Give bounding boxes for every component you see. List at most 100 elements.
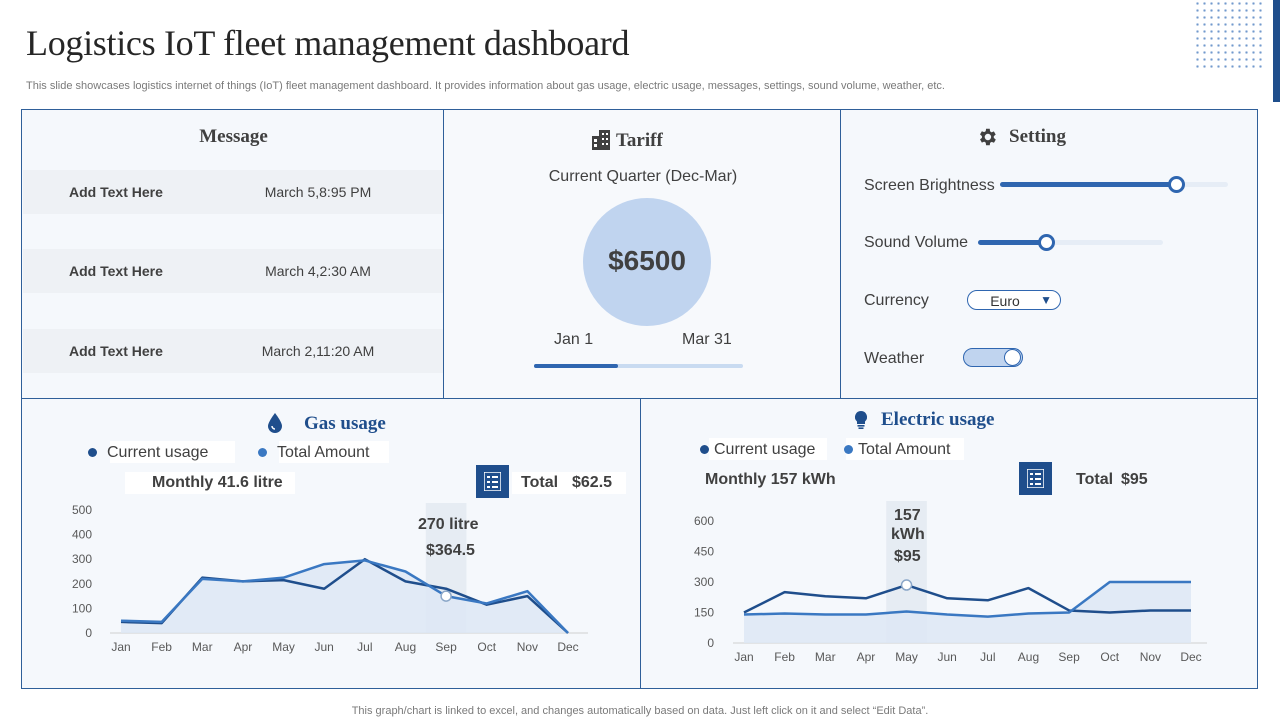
gas-usage-chart: 0 100 200 300 400 500 Jan Feb Mar Apr May Jun Jul Aug… — [72, 503, 588, 654]
brightness-slider-fill — [1000, 182, 1176, 187]
legend-label: Total Amount — [858, 441, 951, 458]
total-amount-line — [120, 559, 569, 634]
weather-toggle-knob — [1004, 349, 1021, 366]
tariff-panel: Tariff Current Quarter (Dec-Mar) $6500 J… — [443, 109, 841, 399]
footer-note: This graph/chart is linked to excel, and… — [351, 705, 929, 717]
x-tick-label: Feb — [151, 640, 172, 654]
electric-monthly: Monthly 157 kWh — [705, 471, 836, 488]
tariff-progress-fill — [534, 364, 618, 368]
legend-label: Total Amount — [277, 444, 370, 461]
electric-callout-amount: $95 — [894, 548, 921, 565]
x-tick-label: Oct — [477, 640, 496, 654]
x-tick-label: Sep — [1058, 650, 1080, 664]
electric-callout-unit: kWh — [891, 526, 925, 543]
message-time: March 2,11:20 AM — [261, 343, 375, 359]
x-tick-label: Mar — [815, 650, 836, 664]
gas-usage-title: Gas usage — [304, 413, 386, 434]
x-tick-label: Feb — [774, 650, 795, 664]
total-icon-box — [1019, 462, 1052, 495]
legend-dot-icon — [844, 445, 853, 455]
weather-label: Weather — [864, 350, 925, 367]
tariff-end-date: Mar 31 — [682, 331, 732, 348]
building-icon — [484, 472, 501, 491]
chevron-down-icon: ▼ — [1040, 293, 1052, 307]
page-subtitle: This slide showcases logistics internet … — [26, 80, 945, 92]
tariff-progress-bar — [534, 364, 743, 368]
tariff-title: Tariff — [616, 130, 663, 151]
y-tick-label: 300 — [72, 552, 92, 566]
y-tick-label: 400 — [72, 528, 92, 542]
x-tick-label: Aug — [1018, 650, 1039, 664]
x-tick-label: Jul — [980, 650, 995, 664]
drop-icon — [268, 413, 282, 433]
highlight-point — [900, 579, 913, 591]
message-panel: Message Add Text Here March 5,8:95 PM Ad… — [21, 109, 444, 399]
highlight-point — [440, 590, 452, 602]
gas-callout-volume: 270 litre — [418, 516, 479, 533]
legend-dot-icon — [258, 448, 267, 458]
page-title: Logistics IoT fleet management dashboard — [26, 23, 630, 63]
x-tick-label: Nov — [517, 640, 538, 654]
legend-current-usage: Current usage — [88, 444, 208, 462]
legend-chip — [709, 438, 827, 460]
legend-dot-icon — [88, 448, 97, 458]
message-title: Message — [199, 126, 268, 147]
tariff-icon — [592, 130, 610, 150]
x-tick-label: Jan — [734, 650, 753, 664]
volume-slider-handle[interactable] — [1038, 234, 1056, 251]
x-tick-label: Dec — [557, 640, 578, 654]
brightness-slider-handle[interactable] — [1167, 176, 1185, 193]
brightness-slider[interactable] — [1000, 176, 1228, 193]
legend-dot-icon — [700, 445, 709, 455]
x-tick-label: Oct — [1100, 650, 1119, 664]
x-tick-label: Jun — [938, 650, 957, 664]
x-tick-label: May — [895, 650, 918, 664]
currency-value: Euro — [990, 293, 1020, 309]
y-tick-label: 0 — [707, 636, 714, 650]
weather-toggle[interactable] — [963, 348, 1023, 367]
tariff-period: Current Quarter (Dec-Mar) — [548, 168, 738, 185]
building-icon — [1027, 469, 1044, 488]
currency-select[interactable]: Euro ▼ — [967, 290, 1061, 310]
x-tick-label: Apr — [857, 650, 876, 664]
message-time: March 4,2:30 AM — [265, 263, 371, 279]
electric-total-value: $95 — [1121, 471, 1148, 488]
electric-usage-chart: 0 150 300 450 600 Jan Feb Mar Apr May Jun Jul Aug Sep… — [694, 501, 1207, 664]
volume-slider-fill — [978, 240, 1047, 245]
message-text: Add Text Here — [69, 184, 163, 200]
stat-chip — [512, 472, 626, 494]
x-tick-label: Jan — [111, 640, 130, 654]
total-amount-area — [121, 560, 568, 633]
bulb-icon — [854, 410, 868, 429]
message-text: Add Text Here — [69, 343, 163, 359]
volume-label: Sound Volume — [864, 234, 969, 251]
message-row[interactable]: Add Text Here March 2,11:20 AM — [23, 329, 443, 373]
accent-bar — [1273, 0, 1280, 102]
setting-title: Setting — [1009, 126, 1066, 147]
x-tick-label: Nov — [1140, 650, 1161, 664]
legend-label: Current usage — [107, 444, 209, 461]
tariff-amount-circle: $6500 — [583, 198, 711, 326]
x-tick-label: Dec — [1180, 650, 1201, 664]
total-amount-area — [744, 582, 1191, 643]
message-text: Add Text Here — [69, 263, 163, 279]
message-row[interactable]: Add Text Here March 5,8:95 PM — [23, 170, 443, 214]
legend-chip — [279, 441, 389, 463]
current-usage-line — [743, 583, 1191, 614]
tariff-start-date: Jan 1 — [554, 331, 594, 348]
electric-total-label: Total — [1076, 471, 1114, 488]
gas-total-value: $62.5 — [572, 474, 613, 491]
y-tick-label: 500 — [72, 503, 92, 517]
message-row[interactable]: Add Text Here March 4,2:30 AM — [23, 249, 443, 293]
y-tick-label: 150 — [694, 606, 714, 620]
volume-slider[interactable] — [978, 234, 1163, 251]
x-tick-label: Sep — [435, 640, 457, 654]
y-tick-label: 0 — [85, 626, 92, 640]
x-tick-label: Jul — [357, 640, 372, 654]
total-icon-box — [476, 465, 509, 498]
total-amount-line — [743, 580, 1191, 618]
y-tick-label: 450 — [694, 545, 714, 559]
setting-panel: Setting Screen Brightness Sound Volume C… — [840, 109, 1258, 399]
gas-callout-amount: $364.5 — [426, 542, 475, 559]
gas-total-label: Total — [521, 474, 559, 491]
